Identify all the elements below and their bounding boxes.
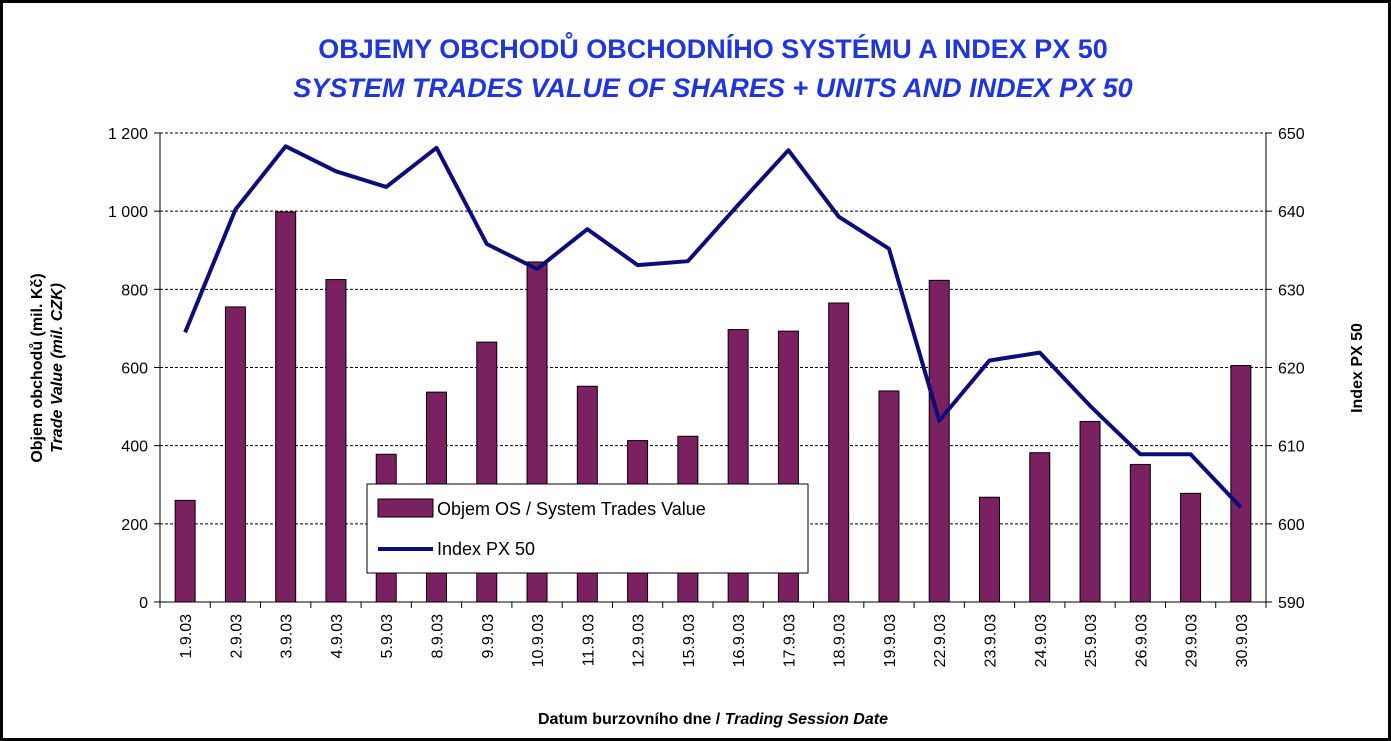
x-tick-label: 10.9.03 [530,614,547,667]
legend-swatch [377,498,434,518]
y2-tick-label: 600 [1278,517,1305,534]
x-tick-label: 12.9.03 [631,614,648,667]
legend-label: Index PX 50 [437,539,535,559]
bar [878,390,900,603]
x-tick-label: 22.9.03 [932,614,949,667]
y2-tick-label: 590 [1278,595,1305,612]
legend-label: Objem OS / System Trades Value [437,499,706,519]
y-tick-label: 0 [139,595,148,612]
y-tick-label: 600 [121,361,148,378]
x-tick-label: 4.9.03 [329,614,346,659]
x-axis-label: Datum burzovního dne / Trading Session D… [538,711,888,728]
x-tick-label: 8.9.03 [430,614,447,659]
chart-title: OBJEMY OBCHODŮ OBCHODNÍHO SYSTÉMU A INDE… [318,31,1108,64]
x-tick-label: 19.9.03 [882,614,899,667]
x-axis-label-en: Trading Session Date [725,711,888,728]
bar [1029,452,1051,603]
x-tick-label: 5.9.03 [379,614,396,659]
x-tick-label: 25.9.03 [1083,614,1100,667]
x-tick-label: 18.9.03 [832,614,849,667]
x-tick-label: 24.9.03 [1033,614,1050,667]
x-tick-label: 1.9.03 [178,614,195,659]
y2-tick-label: 650 [1278,126,1305,143]
bar [1129,463,1151,603]
x-tick-label: 26.9.03 [1133,614,1150,667]
x-tick-label: 30.9.03 [1234,614,1251,667]
y-tick-label: 200 [121,517,148,534]
x-tick-label: 23.9.03 [983,614,1000,667]
x-tick-label: 2.9.03 [228,614,245,659]
bar [325,279,347,603]
y2-tick-label: 630 [1278,282,1305,299]
x-tick-label: 11.9.03 [580,614,597,666]
bar [928,279,950,603]
y-tick-label: 1 000 [108,204,148,221]
y-tick-label: 800 [121,282,148,299]
x-axis-label-cz: Datum burzovního dne / [538,711,725,728]
bar [275,211,297,603]
x-tick-label: 29.9.03 [1184,614,1201,667]
x-tick-label: 16.9.03 [731,614,748,667]
x-tick-label: 3.9.03 [279,614,296,659]
y2-axis-label: Index PX 50 [1349,323,1366,413]
index-line [183,144,1243,509]
bar [979,496,1000,603]
y-tick-label: 400 [121,439,148,456]
bar [1079,420,1101,603]
bar [224,306,246,603]
y-axis-label: Trade Value (mil. CZK) [49,283,66,453]
legend-box [366,483,809,574]
bar [1180,492,1202,603]
bar [1230,365,1252,603]
y2-tick-label: 610 [1278,439,1305,456]
x-tick-label: 17.9.03 [781,614,798,667]
bar [828,302,850,603]
x-tick-label: 15.9.03 [681,614,698,667]
chart-subtitle: SYSTEM TRADES VALUE OF SHARES + UNITS AN… [293,73,1132,103]
x-tick-label: 9.9.03 [480,614,497,659]
y2-tick-label: 640 [1278,204,1305,221]
y-axis-label: Objem obchodů (mil. Kč) [29,273,46,462]
y2-tick-label: 620 [1278,361,1305,378]
bar [174,499,196,603]
y-tick-label: 1 200 [108,126,148,143]
